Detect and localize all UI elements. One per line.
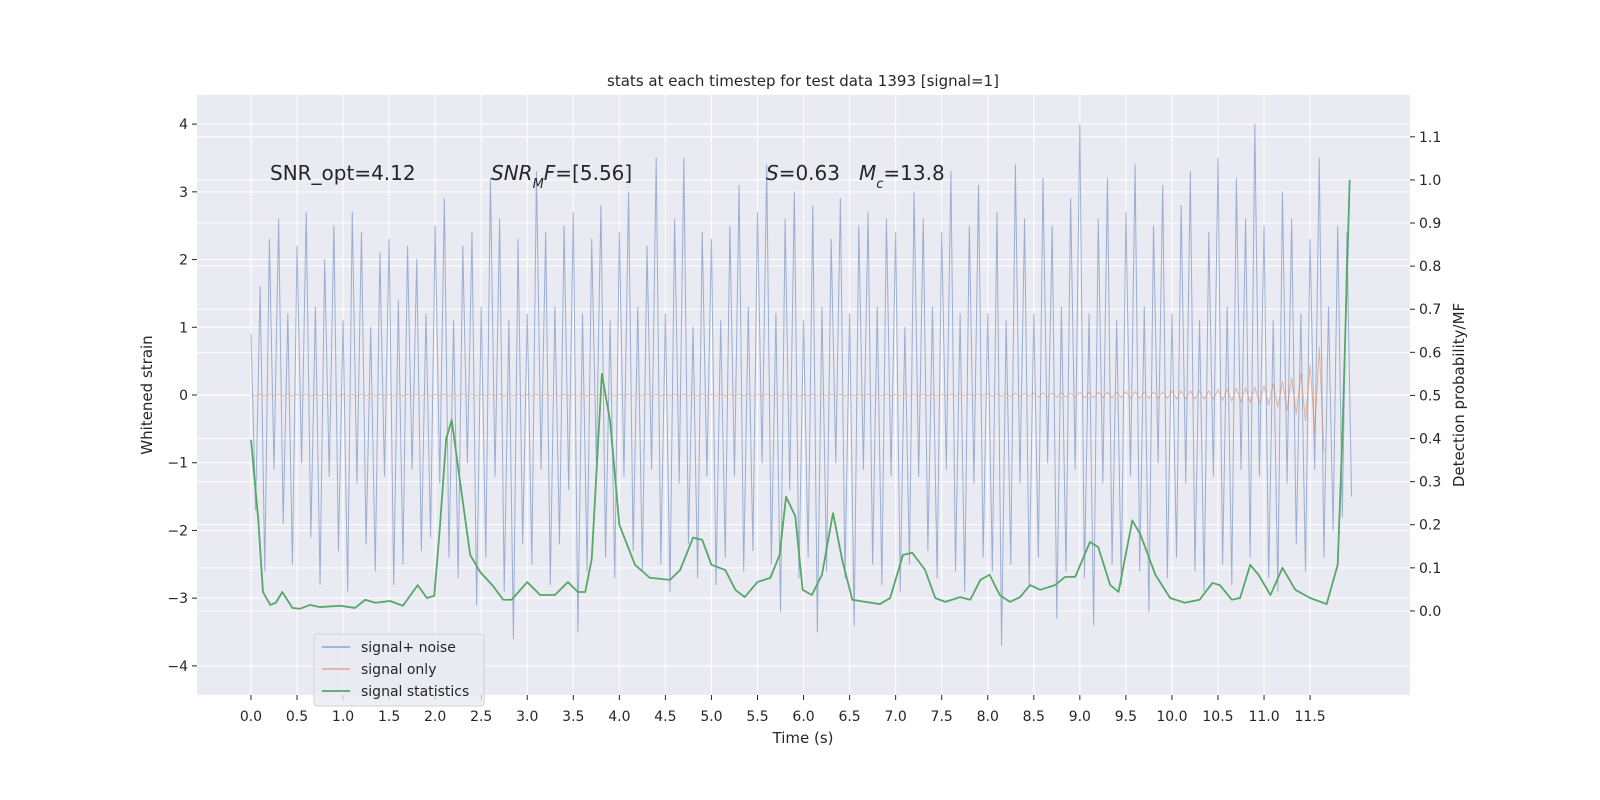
y2-tick-label: 1.0 bbox=[1419, 173, 1441, 189]
y-tick-label: 3 bbox=[179, 185, 188, 201]
x-tick-label: 0.5 bbox=[286, 709, 308, 725]
legend-label: signal+ noise bbox=[361, 640, 456, 656]
y-tick-label: −2 bbox=[167, 523, 188, 539]
x-tick-label: 2.5 bbox=[470, 709, 492, 725]
annotation-part: SNR_opt=4.12 bbox=[270, 161, 416, 185]
y-tick-label: −4 bbox=[167, 659, 188, 675]
y2-tick-label: 0.5 bbox=[1419, 388, 1441, 404]
x-tick-label: 1.0 bbox=[332, 709, 354, 725]
series-line bbox=[250, 123, 1353, 647]
annotation: Mc=13.8 bbox=[859, 161, 945, 192]
y-axis-label: Whitened strain bbox=[138, 335, 156, 454]
x-tick-label: 9.0 bbox=[1069, 709, 1091, 725]
y2-tick-label: 0.8 bbox=[1419, 259, 1441, 275]
series-line bbox=[250, 347, 1325, 453]
legend-label: signal statistics bbox=[361, 684, 469, 700]
annotation-part: M bbox=[533, 177, 544, 192]
grid bbox=[197, 95, 1410, 695]
x-axis-label: Time (s) bbox=[772, 729, 834, 747]
y2-tick-label: 0.9 bbox=[1419, 216, 1441, 232]
x-tick-label: 11.5 bbox=[1294, 709, 1325, 725]
x-tick-label: 5.5 bbox=[746, 709, 768, 725]
annotation-part: SNR bbox=[491, 161, 533, 185]
y-tick-label: 2 bbox=[179, 253, 188, 269]
annotation-part: M bbox=[859, 161, 876, 185]
x-tick-label: 1.5 bbox=[378, 709, 400, 725]
chart-title: stats at each timestep for test data 139… bbox=[607, 72, 999, 90]
x-tick-label: 9.5 bbox=[1115, 709, 1137, 725]
y-tick-label: −1 bbox=[167, 456, 188, 472]
x-tick-label: 0.0 bbox=[240, 709, 262, 725]
y2-tick-label: 1.1 bbox=[1419, 130, 1441, 146]
y2-tick-label: 0.6 bbox=[1419, 345, 1441, 361]
y2-axis-label: Detection probability/MF bbox=[1450, 303, 1468, 487]
y-tick-label: 0 bbox=[179, 388, 188, 404]
y-tick-label: 1 bbox=[179, 320, 188, 336]
y2-tick-label: 0.4 bbox=[1419, 432, 1441, 448]
x-tick-label: 3.5 bbox=[562, 709, 584, 725]
x-tick-label: 8.0 bbox=[977, 709, 999, 725]
annotation-part: c bbox=[876, 177, 883, 192]
x-tick-label: 2.0 bbox=[424, 709, 446, 725]
x-tick-label: 3.0 bbox=[516, 709, 538, 725]
y2-tick-label: 0.2 bbox=[1419, 518, 1441, 534]
y-tick-label: −3 bbox=[167, 591, 188, 607]
annotation: SNRMF=[5.56] bbox=[491, 161, 632, 192]
y-tick-label: 4 bbox=[179, 117, 188, 133]
legend: signal+ noise signal only signal statistic… bbox=[313, 633, 485, 707]
annotation-part: F bbox=[544, 161, 556, 185]
x-tick-label: 6.0 bbox=[792, 709, 814, 725]
annotation: SNR_opt=4.12 bbox=[270, 161, 416, 185]
legend-label: signal only bbox=[361, 662, 436, 678]
x-tick-label: 10.5 bbox=[1202, 709, 1233, 725]
x-tick-label: 5.0 bbox=[700, 709, 722, 725]
x-tick-label: 7.5 bbox=[931, 709, 953, 725]
x-tick-label: 7.0 bbox=[885, 709, 907, 725]
annotation-part: S bbox=[766, 161, 779, 185]
annotation: S=0.63 bbox=[766, 161, 840, 185]
annotation-part: =0.63 bbox=[779, 161, 840, 185]
series-line bbox=[250, 179, 1351, 610]
y2-tick-label: 0.1 bbox=[1419, 561, 1441, 577]
x-tick-label: 8.5 bbox=[1023, 709, 1045, 725]
x-tick-label: 4.0 bbox=[608, 709, 630, 725]
x-tick-label: 10.0 bbox=[1156, 709, 1187, 725]
legend-box bbox=[313, 633, 485, 707]
y2-tick-label: 0.7 bbox=[1419, 302, 1441, 318]
x-tick-label: 4.5 bbox=[654, 709, 676, 725]
x-tick-label: 6.5 bbox=[838, 709, 860, 725]
annotation-part: =[5.56] bbox=[555, 161, 632, 185]
y2-tick-label: 0.0 bbox=[1419, 604, 1441, 620]
x-tick-label: 11.0 bbox=[1248, 709, 1279, 725]
annotation-part: =13.8 bbox=[883, 161, 944, 185]
y2-tick-label: 0.3 bbox=[1419, 475, 1441, 491]
